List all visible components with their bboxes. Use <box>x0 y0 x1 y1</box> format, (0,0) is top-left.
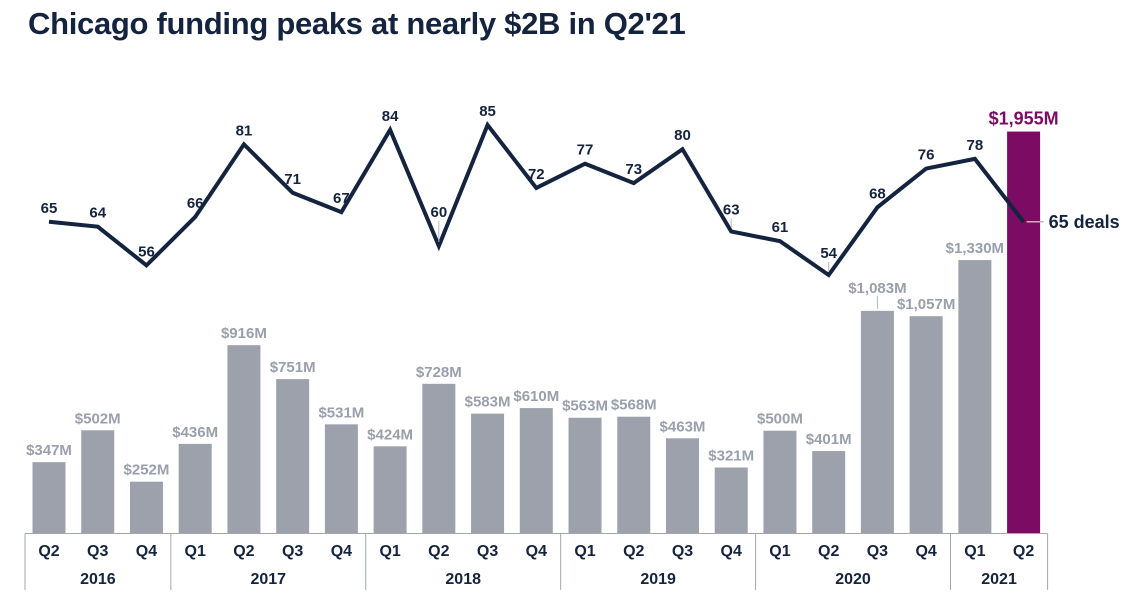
funding-bar <box>471 413 505 534</box>
deal-count-label: 67 <box>333 190 350 207</box>
funding-bar <box>617 416 651 534</box>
bar-value-label: $347M <box>26 442 72 459</box>
deal-count-label: 63 <box>723 201 740 218</box>
quarter-label: Q1 <box>185 543 206 560</box>
quarter-label: Q4 <box>721 543 742 560</box>
funding-bar <box>81 430 115 534</box>
deal-count-label: 71 <box>284 171 301 188</box>
bar-value-label: $401M <box>806 431 852 448</box>
deal-count-label: 73 <box>625 161 642 178</box>
deal-count-label: 64 <box>89 205 106 222</box>
funding-bar <box>860 310 894 534</box>
final-deal-count-label: 65 deals <box>1049 212 1120 232</box>
bar-value-label: $436M <box>172 424 218 441</box>
bar-value-label: $502M <box>75 410 121 427</box>
quarter-label: Q4 <box>331 543 352 560</box>
quarter-label: Q1 <box>379 543 400 560</box>
bar-value-label: $252M <box>124 462 170 479</box>
bar-value-label: $1,330M <box>946 240 1004 257</box>
funding-bar <box>324 424 358 534</box>
funding-bar <box>812 451 846 534</box>
quarter-label: Q2 <box>38 543 59 560</box>
year-label: 2016 <box>80 571 116 588</box>
chart-title: Chicago funding peaks at nearly $2B in Q… <box>28 6 686 41</box>
quarter-label: Q1 <box>574 543 595 560</box>
deal-count-label: 68 <box>869 185 886 202</box>
quarter-label: Q2 <box>233 543 254 560</box>
quarter-label: Q1 <box>964 543 985 560</box>
bar-value-label: $916M <box>221 325 267 342</box>
year-label: 2020 <box>835 571 871 588</box>
quarter-label: Q4 <box>915 543 936 560</box>
funding-bar <box>714 467 748 534</box>
funding-bar <box>665 438 699 534</box>
funding-bar <box>32 462 66 534</box>
bar-value-label: $1,057M <box>897 296 955 313</box>
funding-bar <box>763 430 797 534</box>
deal-count-label: 66 <box>187 195 204 212</box>
bar-value-label: $563M <box>562 398 608 415</box>
funding-bar <box>422 383 456 534</box>
deal-count-label: 80 <box>674 127 691 144</box>
funding-bar-highlight <box>1007 131 1041 534</box>
deal-count-label: 60 <box>430 204 447 221</box>
funding-bar <box>909 316 943 534</box>
quarter-label: Q4 <box>526 543 547 560</box>
deal-count-label: 54 <box>820 245 837 262</box>
deal-count-label: 76 <box>918 147 935 164</box>
year-label: 2017 <box>250 571 286 588</box>
quarter-label: Q3 <box>867 543 888 560</box>
quarter-label: Q3 <box>477 543 498 560</box>
bar-value-label: $583M <box>465 394 511 411</box>
quarter-label: Q3 <box>672 543 693 560</box>
funding-bar <box>519 408 553 534</box>
bar-value-label: $531M <box>318 404 364 421</box>
quarter-label: Q3 <box>282 543 303 560</box>
deal-count-label: 61 <box>772 219 789 236</box>
bar-value-label: $463M <box>660 418 706 435</box>
quarter-label: Q4 <box>136 543 157 560</box>
bar-value-label: $321M <box>708 448 754 465</box>
funding-bar <box>276 379 310 534</box>
deal-count-label: 85 <box>479 103 496 120</box>
bar-value-label: $424M <box>367 426 413 443</box>
year-label: 2019 <box>640 571 676 588</box>
funding-bar <box>129 481 163 534</box>
deals-line <box>48 121 1026 278</box>
funding-bar <box>958 260 992 534</box>
quarter-label: Q2 <box>623 543 644 560</box>
bar-value-label: $1,083M <box>848 280 906 297</box>
quarter-label: Q2 <box>818 543 839 560</box>
bar-value-label: $728M <box>416 364 462 381</box>
deal-count-label: 84 <box>382 108 399 125</box>
year-label: 2018 <box>445 571 481 588</box>
quarter-label: Q1 <box>769 543 790 560</box>
bar-value-label: $500M <box>757 411 803 428</box>
funding-bar <box>373 446 407 534</box>
funding-bar <box>568 417 602 534</box>
bar-value-label: $568M <box>611 397 657 414</box>
highlight-bar-value-label: $1,955M <box>989 109 1059 129</box>
quarter-label: Q2 <box>1013 543 1034 560</box>
bar-value-label: $610M <box>513 388 559 405</box>
deal-count-label: 77 <box>577 142 594 159</box>
funding-bar <box>227 345 261 534</box>
quarter-label: Q2 <box>428 543 449 560</box>
deal-count-label: 72 <box>528 166 545 183</box>
quarter-label: Q3 <box>87 543 108 560</box>
deal-count-label: 56 <box>138 243 155 260</box>
deal-count-label: 78 <box>967 137 984 154</box>
year-label: 2021 <box>981 571 1017 588</box>
deal-count-label: 65 <box>41 200 58 217</box>
deal-count-label: 81 <box>236 122 253 139</box>
funding-bar <box>178 443 212 534</box>
bar-value-label: $751M <box>270 359 316 376</box>
